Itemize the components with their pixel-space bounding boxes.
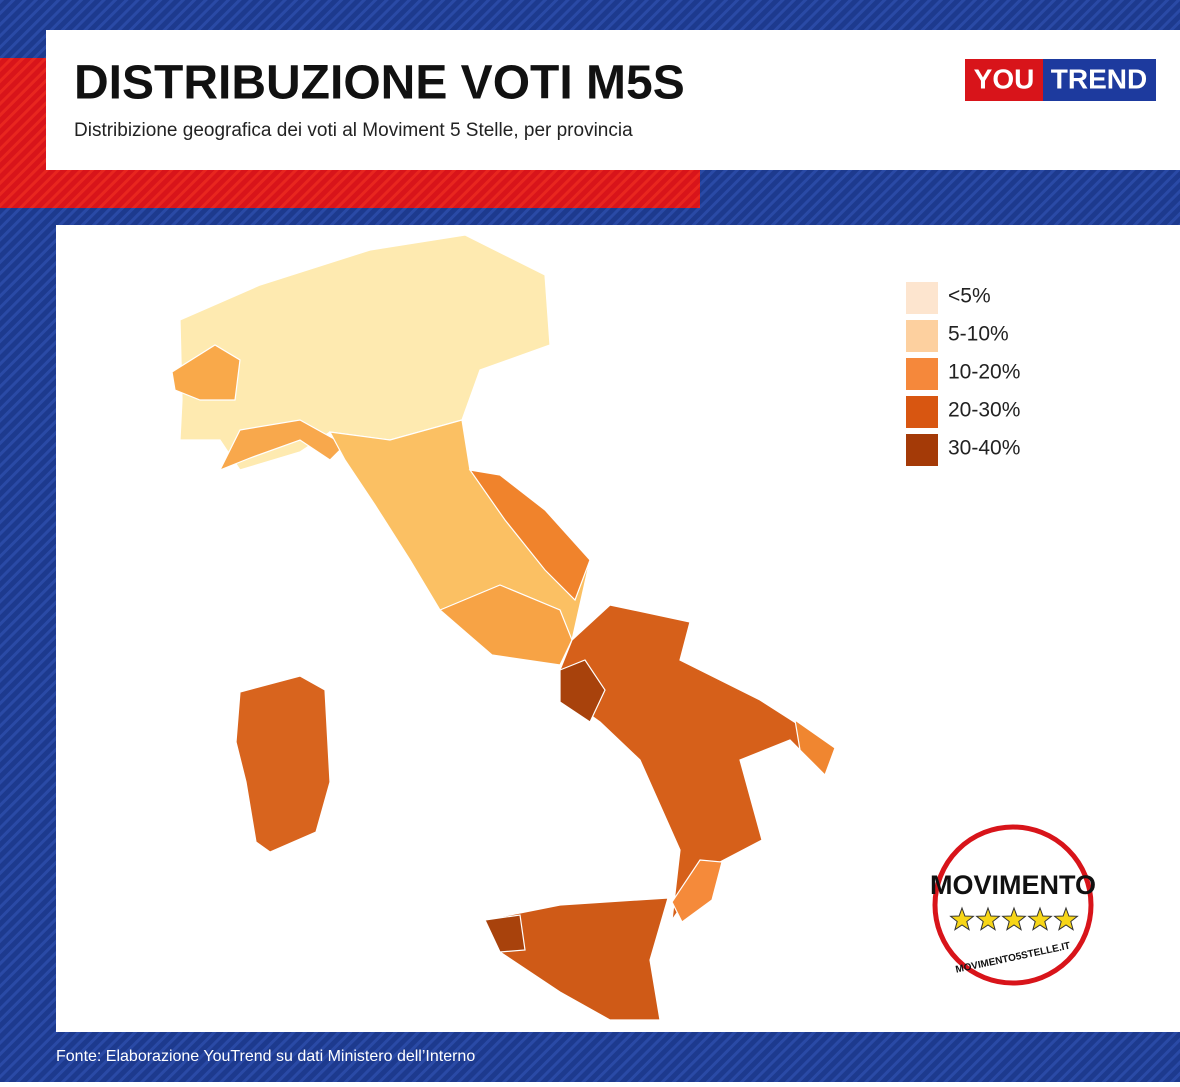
logo-right-box: [1043, 59, 1156, 101]
logo-left: YOU: [974, 63, 1035, 94]
region-trapani: [484, 914, 526, 953]
star: [949, 906, 975, 931]
star: [975, 906, 1001, 931]
subtitle: Distribizione geografica dei voti al Mov…: [74, 120, 633, 141]
region-torino: [171, 344, 241, 401]
badge-ring: [932, 824, 1094, 986]
legend: <5% 5-10% 10-20% 20-30% 30-40%: [906, 282, 1020, 466]
legend-swatch: [906, 282, 938, 314]
badge-name: MOVIMENTO: [930, 870, 1096, 900]
region-sardinia: [235, 675, 331, 853]
region-south: [559, 604, 836, 921]
star: [1027, 906, 1053, 931]
map: [171, 234, 836, 1021]
star: [1053, 906, 1079, 931]
source: Fonte: Elaborazione YouTrend su dati Min…: [56, 1048, 475, 1065]
legend-swatch: [906, 320, 938, 352]
m5s-badge: MOVIMENTO MOVIMENTO5STELLE.IT: [930, 824, 1096, 986]
region-sicily: [484, 897, 669, 1021]
legend-swatch: [906, 396, 938, 428]
star: [1001, 906, 1027, 931]
title: DISTRIBUZIONE VOTI M5S: [74, 57, 685, 110]
legend-label: 20-30%: [948, 399, 1020, 422]
legend-swatch: [906, 434, 938, 466]
region-calabria: [671, 859, 723, 923]
legend-swatch: [906, 358, 938, 390]
legend-label: <5%: [948, 285, 991, 308]
region-napoli: [559, 659, 606, 723]
legend-label: 10-20%: [948, 361, 1020, 384]
region-salento: [794, 718, 836, 777]
logo-left-box: [965, 59, 1043, 101]
badge-stars: [949, 906, 1079, 931]
region-liguria: [218, 419, 346, 472]
region-marche: [468, 469, 591, 602]
legend-label: 5-10%: [948, 323, 1009, 346]
legend-label: 30-40%: [948, 437, 1020, 460]
youtrend-logo: YOU TREND: [965, 59, 1156, 101]
logo-right: TREND: [1051, 63, 1147, 94]
